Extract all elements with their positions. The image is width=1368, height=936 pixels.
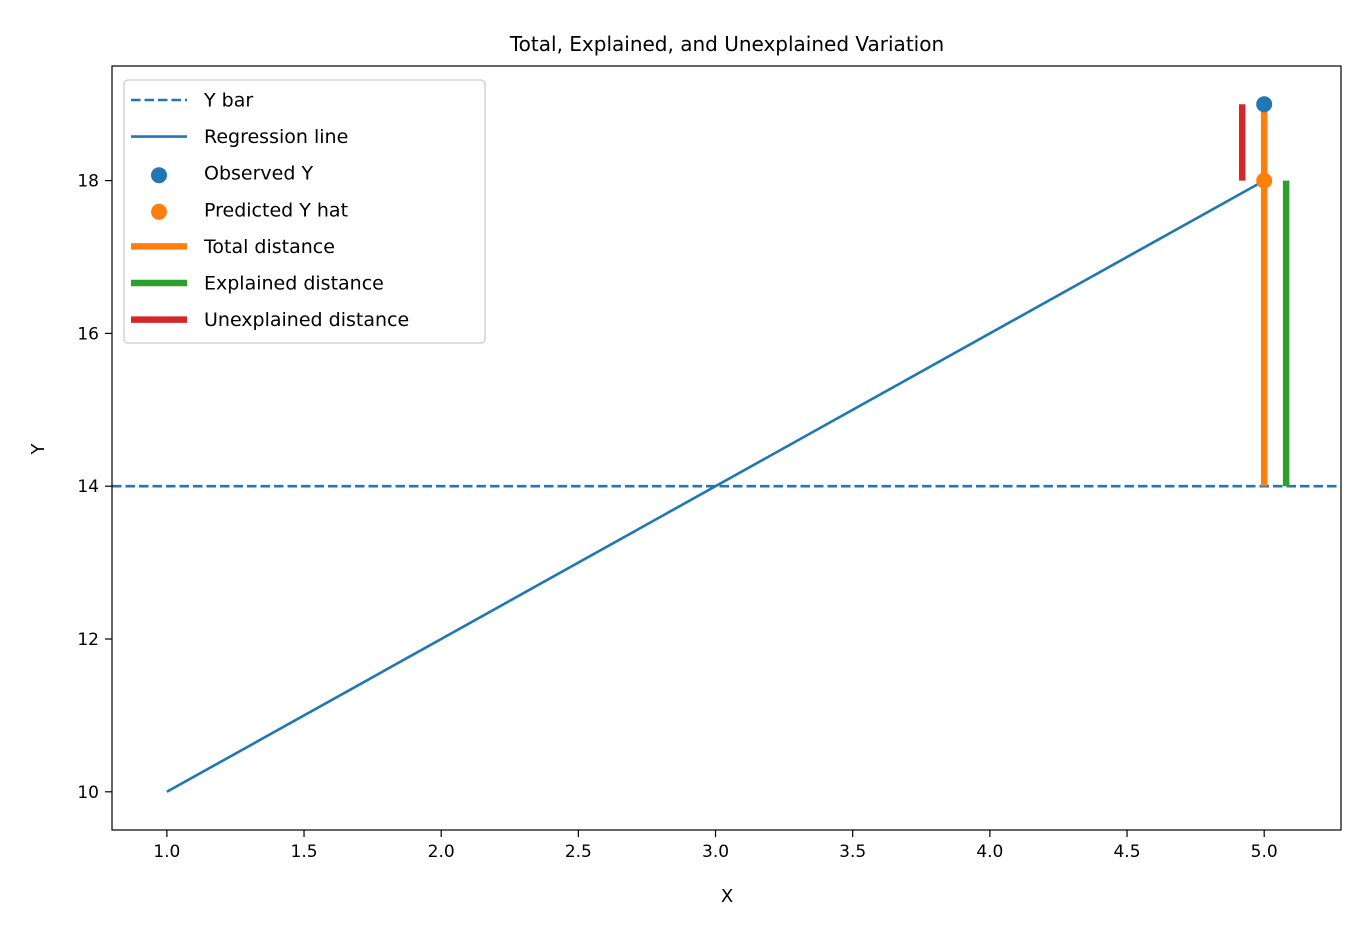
x-axis-label: X bbox=[721, 886, 733, 907]
x-tick-label: 4.5 bbox=[1113, 842, 1140, 862]
y-tick-label: 14 bbox=[77, 477, 99, 497]
y-tick-label: 12 bbox=[77, 630, 99, 650]
predicted-y-hat-point bbox=[1256, 172, 1273, 189]
y-tick-label: 10 bbox=[77, 783, 99, 803]
x-axis-ticks: 1.0 1.5 2.0 2.5 3.0 3.5 4.0 4.5 5.0 bbox=[153, 830, 1278, 862]
legend-handle bbox=[151, 167, 167, 184]
y-tick-label: 18 bbox=[77, 172, 99, 192]
chart-title: Total, Explained, and Unexplained Variat… bbox=[509, 32, 944, 56]
x-tick-label: 4.0 bbox=[976, 842, 1003, 862]
legend-label: Total distance bbox=[203, 236, 335, 258]
x-tick-label: 3.5 bbox=[839, 842, 866, 862]
legend-box bbox=[123, 79, 486, 344]
plot-area bbox=[112, 96, 1341, 793]
legend: Y bar Regression line Observed Y Predicted … bbox=[123, 79, 486, 344]
legend-label: Unexplained distance bbox=[204, 309, 409, 331]
y-axis-label: Y bbox=[28, 443, 49, 456]
x-tick-label: 5.0 bbox=[1251, 842, 1278, 862]
x-tick-label: 1.0 bbox=[153, 842, 180, 862]
x-tick-label: 1.5 bbox=[291, 842, 318, 862]
y-axis-ticks: 10 12 14 16 18 bbox=[77, 172, 112, 803]
x-tick-label: 2.5 bbox=[565, 842, 592, 862]
legend-label: Observed Y bbox=[204, 163, 313, 185]
legend-label: Predicted Y hat bbox=[204, 199, 348, 221]
axes-frame bbox=[111, 65, 1342, 831]
x-tick-label: 2.0 bbox=[428, 842, 455, 862]
legend-label: Y bar bbox=[203, 90, 253, 112]
regression-line bbox=[166, 179, 1265, 793]
y-tick-label: 16 bbox=[77, 324, 99, 344]
x-tick-label: 3.0 bbox=[702, 842, 729, 862]
legend-label: Regression line bbox=[204, 126, 348, 148]
observed-y-point bbox=[1256, 96, 1273, 113]
legend-handle bbox=[151, 203, 167, 220]
legend-label: Explained distance bbox=[204, 273, 384, 295]
